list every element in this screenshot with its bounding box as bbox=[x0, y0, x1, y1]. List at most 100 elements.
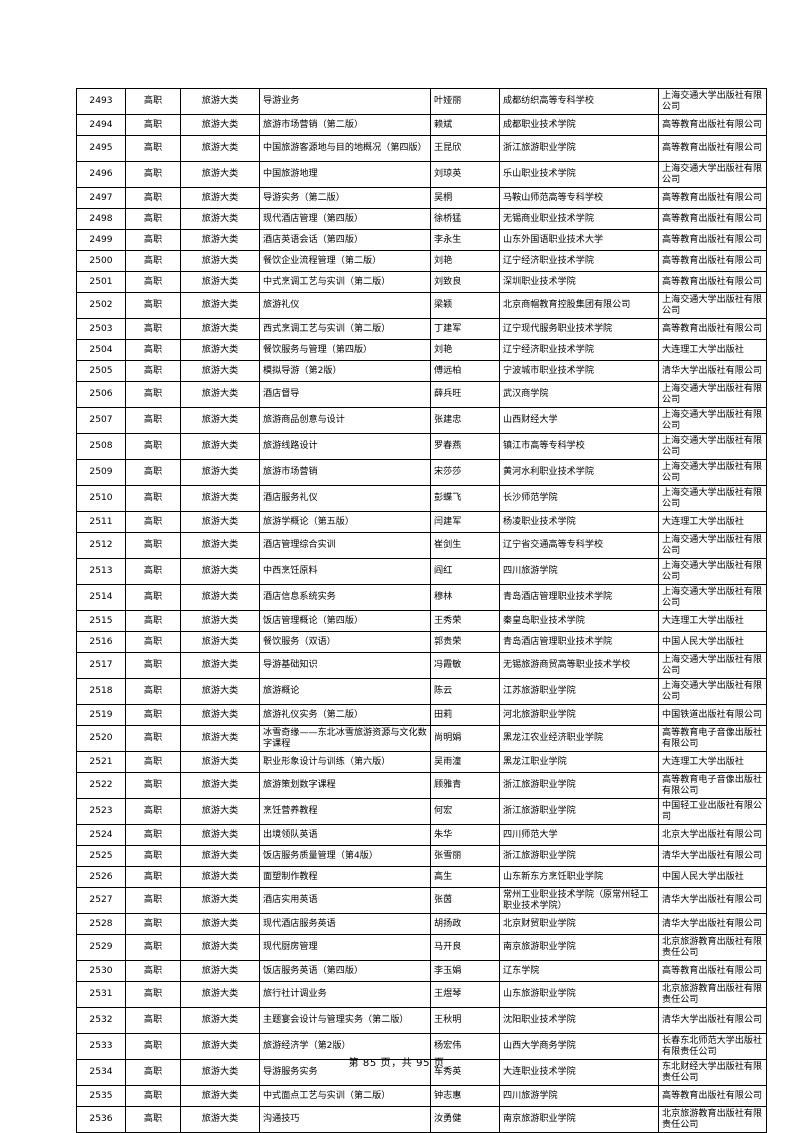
cell-level: 高职 bbox=[125, 161, 181, 188]
cell-level: 高职 bbox=[125, 459, 181, 486]
cell-level: 高职 bbox=[125, 798, 181, 825]
cell-id: 2494 bbox=[76, 114, 126, 136]
cell-category: 旅游大类 bbox=[180, 114, 260, 136]
cell-category: 旅游大类 bbox=[180, 459, 260, 486]
cell-publisher: 高等教育电子音像出版社有限公司 bbox=[658, 772, 767, 799]
cell-publisher: 上海交通大学出版社有限公司 bbox=[658, 584, 767, 611]
cell-level: 高职 bbox=[125, 772, 181, 799]
cell-author: 张雪丽 bbox=[430, 845, 500, 867]
cell-category: 旅游大类 bbox=[180, 229, 260, 251]
cell-author: 郭贵荣 bbox=[430, 631, 500, 653]
table-row: 2502 高职 旅游大类 旅游礼仪 梁颖 北京商帽教育控股集团有限公司 上海交通大学出版社有… bbox=[76, 292, 767, 319]
cell-title: 沟通技巧 bbox=[259, 1106, 431, 1133]
cell-id: 2526 bbox=[76, 866, 126, 888]
cell-publisher: 上海交通大学出版社有限公司 bbox=[658, 459, 767, 486]
cell-level: 高职 bbox=[125, 866, 181, 888]
cell-publisher: 高等教育出版社有限公司 bbox=[658, 229, 767, 251]
cell-level: 高职 bbox=[125, 208, 181, 230]
cell-id: 2519 bbox=[76, 704, 126, 726]
cell-title: 旅游商品创意与设计 bbox=[259, 407, 431, 434]
table-row: 2535 高职 旅游大类 中式面点工艺与实训（第二版） 钟志惠 四川旅游学院 高等教育出版社… bbox=[76, 1085, 767, 1107]
cell-title: 模拟导游（第2版） bbox=[259, 360, 431, 382]
cell-category: 旅游大类 bbox=[180, 610, 260, 632]
cell-title: 旅游市场营销 bbox=[259, 459, 431, 486]
cell-school: 辽宁经济职业技术学院 bbox=[499, 339, 659, 361]
cell-school: 山东外国语职业技术大学 bbox=[499, 229, 659, 251]
table-row: 2503 高职 旅游大类 西式烹调工艺与实训（第二版） 丁建军 辽宁现代服务职业技术学院高… bbox=[76, 318, 767, 340]
cell-level: 高职 bbox=[125, 381, 181, 408]
cell-title: 酒店实用英语 bbox=[259, 887, 431, 914]
cell-id: 2506 bbox=[76, 381, 126, 408]
cell-author: 吴雨潼 bbox=[430, 751, 500, 773]
cell-title: 旅游概论 bbox=[259, 678, 431, 705]
cell-category: 旅游大类 bbox=[180, 1059, 260, 1086]
cell-level: 高职 bbox=[125, 678, 181, 705]
cell-id: 2535 bbox=[76, 1085, 126, 1107]
cell-author: 王秀荣 bbox=[430, 610, 500, 632]
cell-title: 烹饪营养教程 bbox=[259, 798, 431, 825]
cell-school: 宁波城市职业技术学院 bbox=[499, 360, 659, 382]
cell-category: 旅游大类 bbox=[180, 161, 260, 188]
cell-category: 旅游大类 bbox=[180, 631, 260, 653]
cell-school: 乐山职业技术学院 bbox=[499, 161, 659, 188]
table-row: 2518 高职 旅游大类 旅游概论 陈云 江苏旅游职业学院 上海交通大学出版社有限公司 bbox=[76, 678, 767, 705]
cell-id: 2531 bbox=[76, 981, 126, 1008]
cell-author: 刘艳 bbox=[430, 339, 500, 361]
cell-author: 刘致良 bbox=[430, 271, 500, 293]
cell-title: 旅游礼仪 bbox=[259, 292, 431, 319]
cell-id: 2516 bbox=[76, 631, 126, 653]
cell-title: 中式面点工艺与实训（第二版） bbox=[259, 1085, 431, 1107]
cell-publisher: 东北财经大学出版社有限责任公司 bbox=[658, 1059, 767, 1086]
cell-school: 秦皇岛职业技术学院 bbox=[499, 610, 659, 632]
cell-publisher: 上海交通大学出版社有限公司 bbox=[658, 532, 767, 559]
cell-id: 2510 bbox=[76, 485, 126, 512]
table-row: 2510 高职 旅游大类 酒店服务礼仪 彭蝶飞 长沙师范学院 上海交通大学出版社有限公司 bbox=[76, 485, 767, 512]
table-row: 2536 高职 旅游大类 沟通技巧 汝勇健 南京旅游职业学院 北京旅游教育出版社有限责任公司 bbox=[76, 1106, 767, 1133]
cell-title: 西式烹调工艺与实训（第二版） bbox=[259, 318, 431, 340]
cell-level: 高职 bbox=[125, 1007, 181, 1034]
table-row: 2501 高职 旅游大类 中式烹调工艺与实训（第二版） 刘致良 深圳职业技术学院 高等教育出… bbox=[76, 271, 767, 293]
cell-category: 旅游大类 bbox=[180, 187, 260, 209]
cell-level: 高职 bbox=[125, 725, 181, 752]
cell-author: 阎红 bbox=[430, 558, 500, 585]
cell-author: 李永生 bbox=[430, 229, 500, 251]
cell-category: 旅游大类 bbox=[180, 960, 260, 982]
cell-publisher: 北京旅游教育出版社有限责任公司 bbox=[658, 981, 767, 1008]
cell-id: 2529 bbox=[76, 934, 126, 961]
cell-category: 旅游大类 bbox=[180, 866, 260, 888]
catalog-table-body: 2493 高职 旅游大类 导游业务 叶娅丽 成都纺织高等专科学校 上海交通大学出版社有限公司… bbox=[76, 88, 767, 1133]
cell-school: 杨凌职业技术学院 bbox=[499, 511, 659, 533]
cell-category: 旅游大类 bbox=[180, 532, 260, 559]
table-row: 2523 高职 旅游大类 烹饪营养教程 何宏 浙江旅游职业学院 中国轻工业出版社有限公司 bbox=[76, 798, 767, 825]
cell-category: 旅游大类 bbox=[180, 845, 260, 867]
table-row: 2531 高职 旅游大类 旅行社计调业务 王煜琴 山东旅游职业学院 北京旅游教育出版社有限责… bbox=[76, 981, 767, 1008]
cell-id: 2499 bbox=[76, 229, 126, 251]
cell-publisher: 北京旅游教育出版社有限责任公司 bbox=[658, 1106, 767, 1133]
cell-id: 2522 bbox=[76, 772, 126, 799]
cell-publisher: 大连理工大学出版社 bbox=[658, 339, 767, 361]
cell-title: 中国旅游地理 bbox=[259, 161, 431, 188]
cell-level: 高职 bbox=[125, 114, 181, 136]
cell-level: 高职 bbox=[125, 292, 181, 319]
cell-school: 辽东学院 bbox=[499, 960, 659, 982]
cell-title: 餐饮服务（双语） bbox=[259, 631, 431, 653]
cell-title: 旅游学概论（第五版） bbox=[259, 511, 431, 533]
cell-publisher: 高等教育电子音像出版社有限公司 bbox=[658, 725, 767, 752]
cell-school: 成都纺织高等专科学校 bbox=[499, 88, 659, 115]
cell-title: 中国旅游客源地与目的地概况（第四版） bbox=[259, 135, 431, 162]
cell-school: 浙江旅游职业学院 bbox=[499, 845, 659, 867]
cell-school: 山东旅游职业学院 bbox=[499, 981, 659, 1008]
cell-id: 2513 bbox=[76, 558, 126, 585]
cell-title: 餐饮服务与管理（第四版） bbox=[259, 339, 431, 361]
cell-school: 深圳职业技术学院 bbox=[499, 271, 659, 293]
cell-author: 冯霞敏 bbox=[430, 652, 500, 679]
cell-author: 罗春燕 bbox=[430, 433, 500, 460]
cell-level: 高职 bbox=[125, 187, 181, 209]
cell-publisher: 高等教育出版社有限公司 bbox=[658, 187, 767, 209]
cell-id: 2520 bbox=[76, 725, 126, 752]
cell-publisher: 上海交通大学出版社有限公司 bbox=[658, 485, 767, 512]
cell-category: 旅游大类 bbox=[180, 360, 260, 382]
cell-id: 2514 bbox=[76, 584, 126, 611]
cell-author: 王秋明 bbox=[430, 1007, 500, 1034]
table-row: 2507 高职 旅游大类 旅游商品创意与设计 张建忠 山西财经大学 上海交通大学出版社有限公… bbox=[76, 407, 767, 434]
